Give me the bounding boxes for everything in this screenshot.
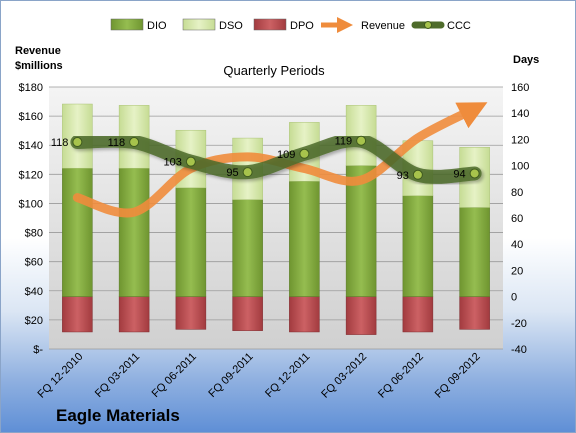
left-tick-label: $120 [19, 169, 43, 181]
left-tick-label: $- [33, 344, 43, 356]
left-tick-label: $60 [25, 257, 43, 269]
right-tick-label: 60 [511, 213, 523, 225]
x-tick-label: FQ 09-2011 [206, 351, 255, 400]
dio-bar [232, 199, 263, 297]
dpo-bar [118, 296, 150, 333]
x-tick-label: FQ 03-2011 [93, 351, 142, 400]
ccc-data-label: 119 [335, 136, 353, 148]
right-tick-label: 20 [511, 265, 523, 277]
dio-bar [62, 167, 93, 297]
ccc-point [412, 169, 423, 180]
x-tick-label: FQ 06-2012 [376, 351, 426, 401]
legend-label: DPO [290, 20, 314, 32]
x-tick-label: FQ 12-2010 [36, 351, 86, 401]
dio-bar [289, 181, 320, 297]
ccc-data-label: 94 [453, 168, 465, 180]
ccc-point [72, 137, 83, 148]
x-tick-label: FQ 09-2012 [433, 351, 483, 401]
right-tick-label: 40 [511, 239, 523, 251]
right-tick-label: 140 [511, 108, 529, 120]
ccc-point [129, 137, 140, 148]
right-axis-title: Days [513, 54, 539, 66]
ccc-point [242, 167, 253, 178]
dio-bar [402, 195, 434, 297]
left-tick-label: $100 [19, 198, 43, 210]
ccc-data-label: 95 [226, 167, 238, 179]
ccc-data-label: 93 [397, 170, 409, 182]
ccc-point [356, 135, 367, 146]
right-tick-label: 120 [511, 134, 529, 146]
dpo-bar [289, 296, 320, 333]
ccc-point [469, 168, 480, 179]
legend-swatch [253, 18, 287, 31]
dio-bar [459, 207, 490, 297]
right-tick-label: 160 [511, 82, 529, 94]
ccc-line-group [70, 133, 482, 184]
legend-swatch [182, 18, 216, 31]
ccc-point [185, 156, 196, 167]
chart-title: Eagle Materials [56, 406, 180, 425]
ccc-point [299, 148, 310, 159]
x-tick-label: FQ 12-2011 [263, 351, 312, 400]
dpo-bar [175, 296, 207, 330]
legend-label: DIO [147, 20, 167, 32]
right-tick-label: 100 [511, 161, 529, 173]
dio-bar [175, 187, 207, 297]
x-tick-label: FQ 06-2011 [150, 351, 199, 400]
bars-group [62, 103, 490, 335]
left-axis-title-line2: $millions [15, 60, 63, 72]
legend-label: Revenue [361, 20, 405, 32]
left-axis-title: Revenue [15, 45, 61, 57]
legend-swatch [110, 18, 144, 31]
ccc-data-label: 118 [51, 137, 69, 149]
dio-bar [345, 165, 377, 297]
x-axis-ticks: FQ 12-2010 FQ 03-2011 FQ 06-2011 FQ 09-2011… [36, 351, 483, 401]
left-tick-label: $40 [25, 286, 43, 298]
dpo-bar [345, 296, 377, 335]
legend-swatch-marker [424, 21, 432, 29]
legend: DIO DSO DPO Revenue CCC [110, 16, 471, 34]
right-tick-label: -20 [511, 318, 527, 330]
right-axis-ticks: -40 -20 0 20 40 60 80 100 120 140 160 [511, 82, 529, 356]
legend-label: DSO [219, 20, 243, 32]
left-axis-ticks: $- $20 $40 $60 $80 $100 $120 $140 $160 $180 [19, 82, 44, 356]
dpo-bar [62, 296, 93, 333]
dpo-bar [459, 296, 490, 330]
dpo-bar [402, 296, 434, 333]
left-tick-label: $80 [25, 228, 43, 240]
right-tick-label: 0 [511, 292, 517, 304]
left-tick-label: $140 [19, 140, 43, 152]
ccc-data-label: 118 [108, 137, 126, 149]
ccc-data-label: 103 [164, 157, 182, 169]
left-tick-label: $160 [19, 111, 43, 123]
right-tick-label: 80 [511, 187, 523, 199]
x-tick-label: FQ 03-2012 [319, 351, 369, 401]
right-tick-label: -40 [511, 344, 527, 356]
dpo-bar [232, 296, 263, 331]
ccc-data-label: 109 [277, 149, 295, 161]
left-tick-label: $180 [19, 82, 43, 94]
chart-subtitle: Quarterly Periods [223, 63, 325, 78]
data-labels-group: 118 118 103 95 109 119 93 94 [51, 136, 466, 182]
legend-label: CCC [447, 20, 471, 32]
left-tick-label: $20 [25, 315, 43, 327]
dio-bar [118, 167, 150, 297]
ccc-line [70, 133, 482, 184]
